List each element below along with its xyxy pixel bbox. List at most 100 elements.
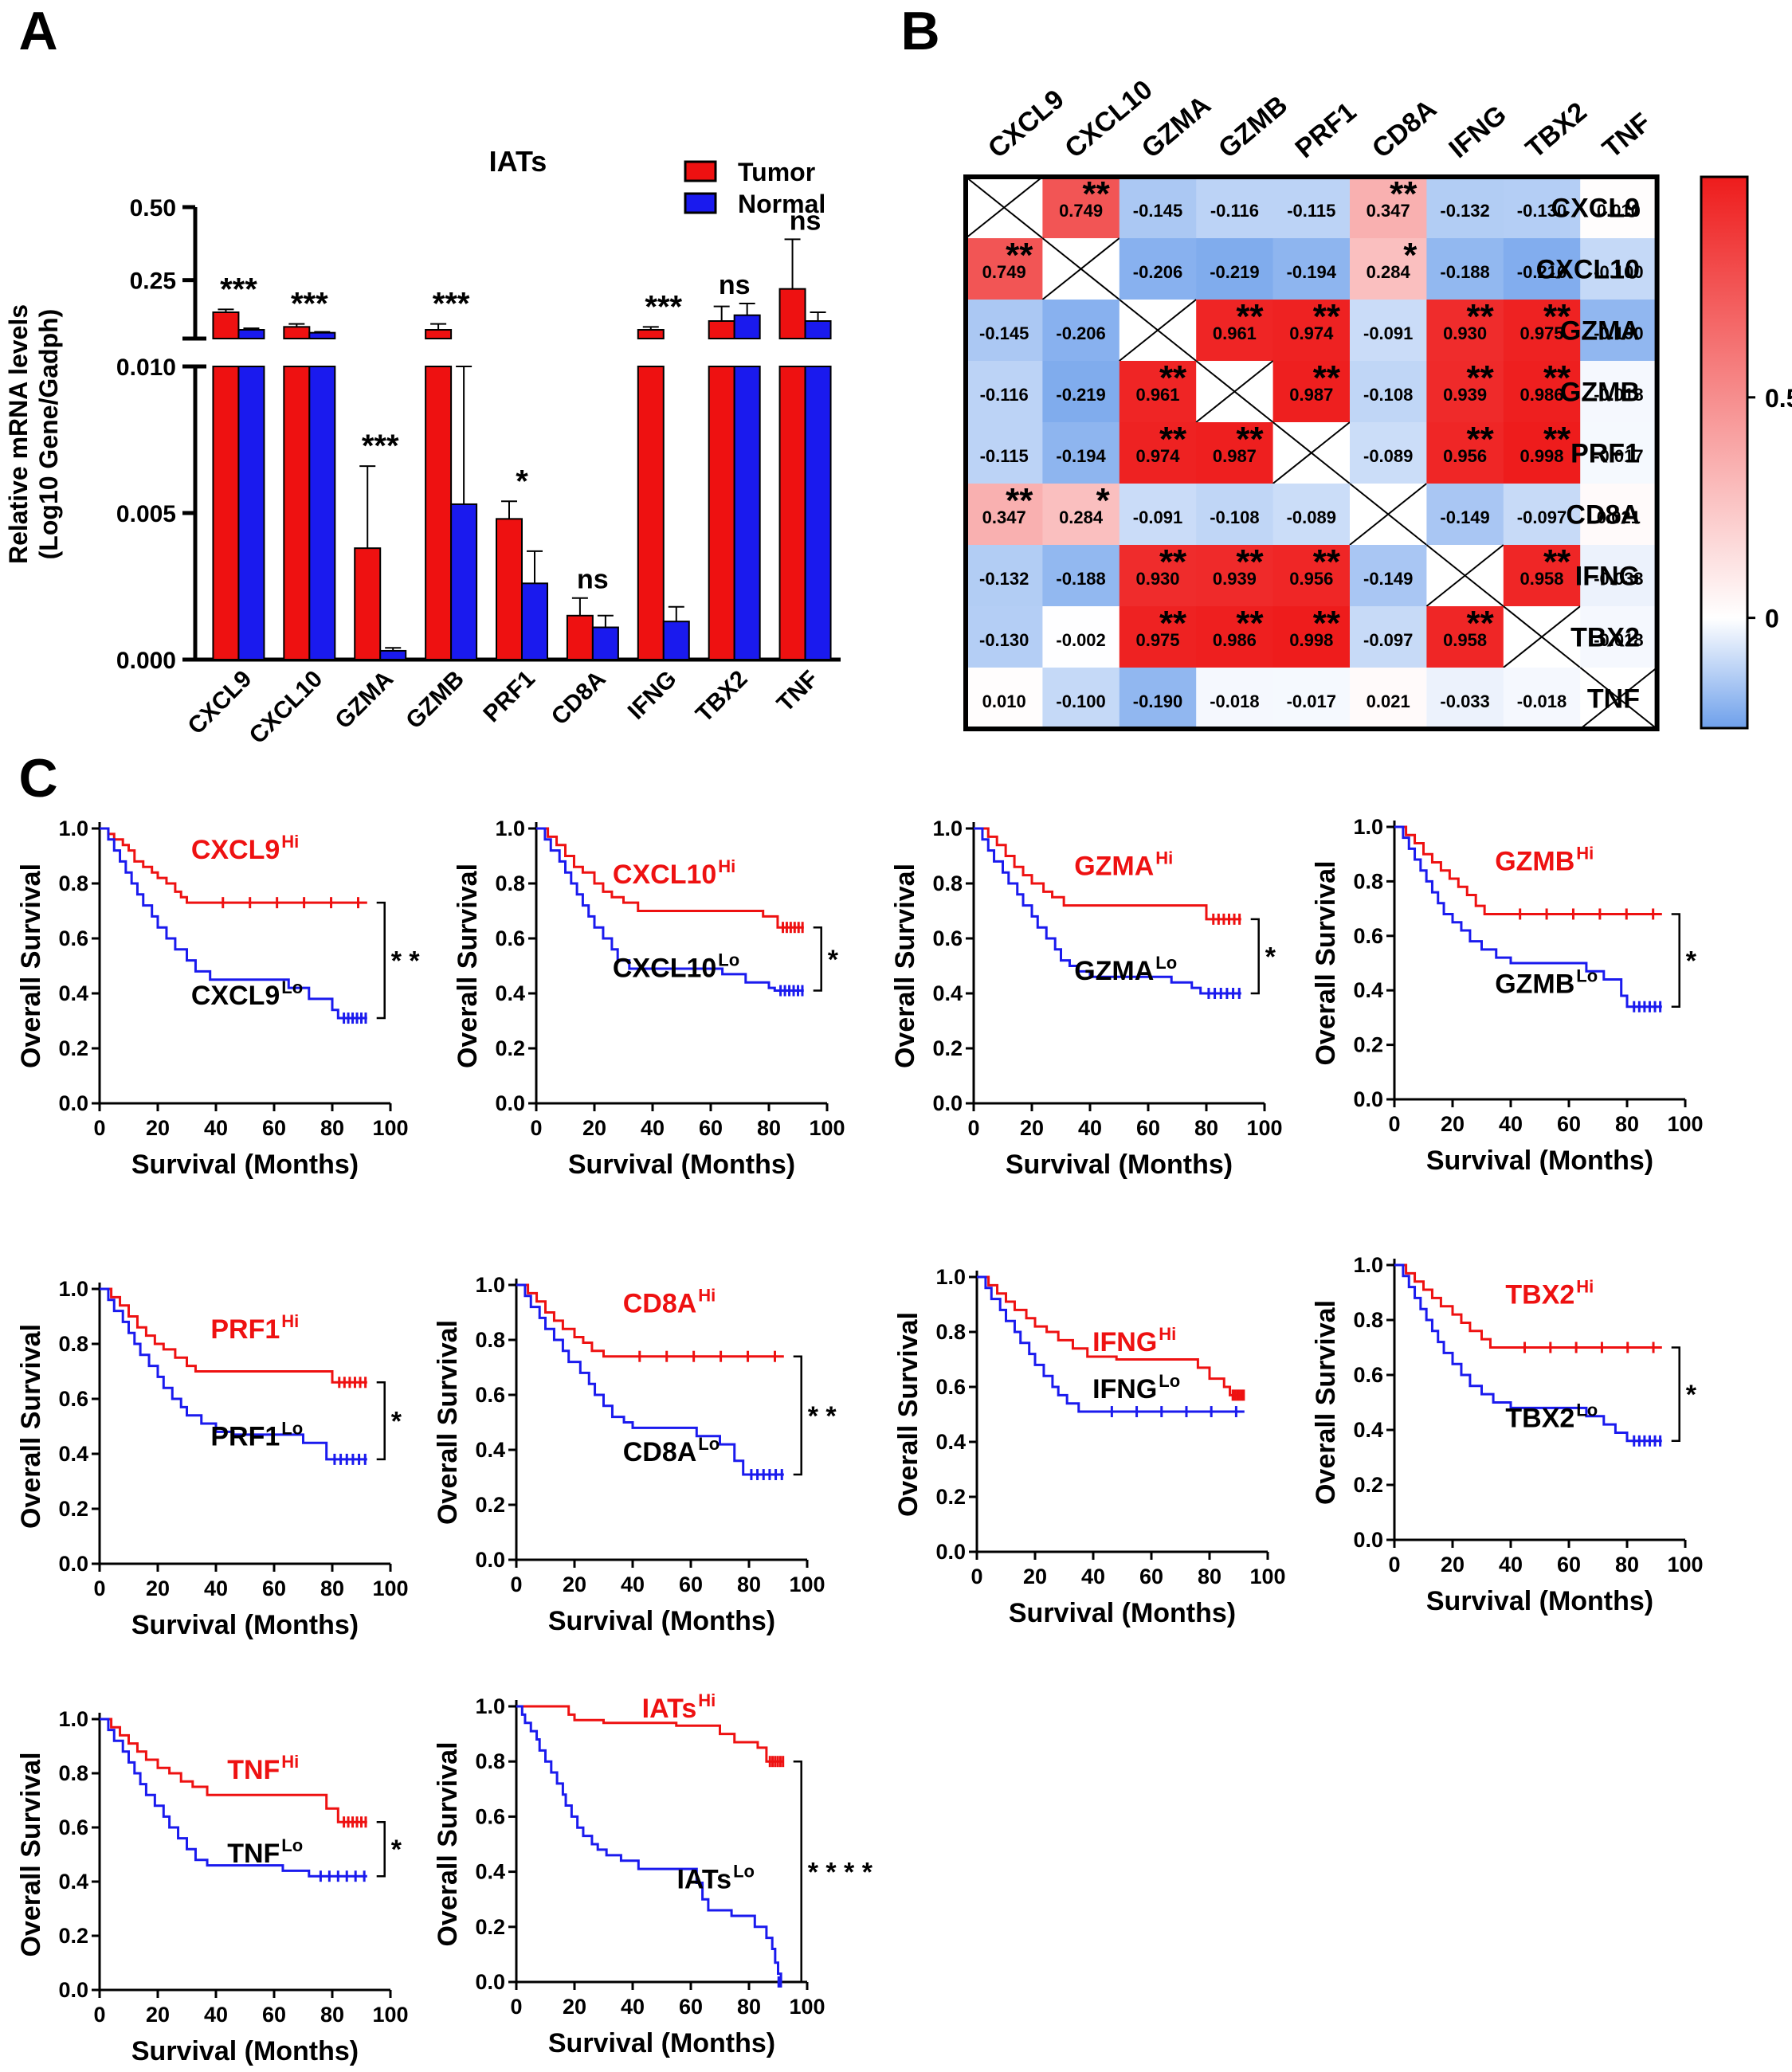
heatmap-cell-value: 0.347 xyxy=(1367,201,1410,221)
km-x-tick-label: 0 xyxy=(93,1577,105,1600)
km-y-tick-label: 0.4 xyxy=(1353,1418,1383,1442)
km-y-tick-label: 0.4 xyxy=(475,1860,505,1884)
heatmap-cell-value: -0.115 xyxy=(980,446,1029,466)
km-lo-label: IFNG xyxy=(1092,1374,1157,1404)
km-hi-superscript: Hi xyxy=(1155,848,1173,868)
heatmap-cell xyxy=(1272,300,1351,362)
heatmap-cell xyxy=(1350,422,1427,484)
legend-tumor-label: Tumor xyxy=(738,158,815,186)
heatmap-cell-stars: ** xyxy=(1313,604,1341,643)
heatmap-cell-value: -0.033 xyxy=(1594,569,1643,589)
km-x-tick-label: 80 xyxy=(320,1577,344,1600)
km-x-tick-label: 100 xyxy=(789,1573,825,1596)
heatmap-cell-value: 0.749 xyxy=(982,262,1026,282)
heatmap-cell-value: -0.188 xyxy=(1056,569,1105,589)
heatmap-cell-value: 0.986 xyxy=(1519,385,1563,405)
heatmap-cell xyxy=(1196,422,1274,484)
km-y-tick-label: 0.8 xyxy=(932,871,963,895)
bar-y-tick-label: 0.25 xyxy=(130,268,176,295)
km-x-tick-label: 20 xyxy=(563,1573,586,1596)
km-significance: * xyxy=(828,945,839,975)
km-lo-superscript: Lo xyxy=(1159,1371,1180,1391)
bar-tumor-upper xyxy=(637,329,665,339)
km-y-tick-label: 0.6 xyxy=(932,926,963,950)
bar-tumor-lower xyxy=(778,366,806,660)
heatmap-column-label: CD8A xyxy=(1367,94,1442,165)
km-significance-bracket xyxy=(1250,918,1260,995)
heatmap-cell xyxy=(1042,177,1120,239)
heatmap-cell-stars: ** xyxy=(1390,174,1418,213)
heatmap-cell-value: -0.100 xyxy=(1056,691,1105,711)
km-x-tick-label: 20 xyxy=(582,1116,606,1140)
heatmap-cell-value: -0.219 xyxy=(1056,385,1105,405)
km-x-label: Survival (Months) xyxy=(568,1150,795,1180)
km-plot-gzma: 0 20 40 60 80 100 0.0 0.2 0.4 0.6 0.8 1.0 Survival (… xyxy=(890,817,1283,1180)
km-lo-superscript: Lo xyxy=(1576,966,1598,986)
km-x-tick-label: 40 xyxy=(1499,1553,1523,1577)
km-x-tick-label: 0 xyxy=(530,1116,542,1140)
heatmap-cell-value: -0.145 xyxy=(1133,201,1182,221)
heatmap-cell-value: -0.018 xyxy=(1594,385,1643,405)
km-y-tick-label: 0.6 xyxy=(495,926,525,950)
heatmap-cell xyxy=(1196,300,1274,362)
heatmap-cell-value: -0.132 xyxy=(1440,201,1489,221)
km-lo-superscript: Lo xyxy=(718,950,739,969)
heatmap-cell xyxy=(1042,300,1120,362)
km-hi-superscript: Hi xyxy=(281,1752,299,1772)
km-significance-bracket xyxy=(1671,1346,1680,1443)
km-plot-gzmb: 0 20 40 60 80 100 0.0 0.2 0.4 0.6 0.8 1.0 Survival (… xyxy=(1311,815,1704,1176)
km-y-tick-label: 0.8 xyxy=(58,1332,88,1356)
heatmap-cell xyxy=(1580,606,1658,668)
km-hi-superscript: Hi xyxy=(718,856,735,876)
heatmap-cell xyxy=(1272,484,1351,546)
km-plot-prf1: 0 20 40 60 80 100 0.0 0.2 0.4 0.6 0.8 1.0 Survival (… xyxy=(16,1277,409,1640)
bar-title: IATs xyxy=(489,145,547,178)
heatmap-cell xyxy=(1503,177,1581,239)
km-x-label: Survival (Months) xyxy=(1426,1586,1653,1616)
heatmap-cell-value: 0.939 xyxy=(1443,385,1487,405)
heatmap-cell-value: 0.958 xyxy=(1443,630,1487,650)
km-y-tick-label: 0.6 xyxy=(1353,924,1383,948)
km-x-tick-label: 60 xyxy=(262,2003,286,2027)
km-y-tick-label: 0.0 xyxy=(1353,1528,1383,1552)
heatmap-cell xyxy=(1272,545,1351,607)
heatmap-cell xyxy=(1503,668,1581,730)
km-y-label: Overall Survival xyxy=(16,1752,46,1956)
km-significance: * xyxy=(1265,942,1276,972)
heatmap-cell-stars: ** xyxy=(1543,542,1571,582)
km-hi-curve xyxy=(977,1275,1245,1396)
km-x-tick-label: 80 xyxy=(1615,1553,1639,1577)
bar-y-tick-label: 0.010 xyxy=(116,354,176,381)
heatmap-cell xyxy=(1119,238,1197,300)
km-hi-superscript: Hi xyxy=(698,1286,716,1306)
bar-y-tick-label: 0.000 xyxy=(116,648,176,674)
km-y-tick-label: 1.0 xyxy=(932,817,963,840)
km-x-tick-label: 20 xyxy=(1441,1553,1465,1577)
heatmap-cell-stars: ** xyxy=(1236,297,1264,336)
km-y-tick-label: 0.0 xyxy=(58,1091,88,1115)
heatmap-cell xyxy=(1350,606,1427,668)
heatmap-diagonal-cross xyxy=(1503,605,1581,668)
km-y-tick-label: 0.8 xyxy=(475,1328,505,1352)
km-y-tick-label: 0.4 xyxy=(58,981,88,1005)
km-hi-superscript: Hi xyxy=(1576,1276,1594,1296)
km-lo-label: GZMA xyxy=(1074,956,1154,986)
bar-tumor-lower xyxy=(283,366,311,660)
km-y-tick-label: 0.0 xyxy=(58,1978,88,2002)
km-x-tick-label: 40 xyxy=(1078,1116,1102,1140)
heatmap-cell xyxy=(966,422,1043,484)
heatmap-cell-value: 0.010 xyxy=(1597,201,1641,221)
km-hi-label: TBX2 xyxy=(1505,1279,1574,1310)
km-y-tick-label: 0.2 xyxy=(475,1493,505,1517)
km-y-label: Overall Survival xyxy=(16,1324,46,1529)
km-x-tick-label: 80 xyxy=(737,1995,761,2019)
km-significance-bracket xyxy=(793,1355,802,1476)
km-significance: * * xyxy=(391,946,421,977)
heatmap-cell xyxy=(1196,177,1274,239)
legend-normal-swatch xyxy=(684,192,717,214)
heatmap-cell-stars: ** xyxy=(1467,358,1495,398)
km-significance: * * xyxy=(808,1401,837,1432)
km-y-tick-label: 0.2 xyxy=(475,1915,505,1939)
heatmap-cell xyxy=(1272,606,1351,668)
km-x-tick-label: 0 xyxy=(93,2003,105,2027)
